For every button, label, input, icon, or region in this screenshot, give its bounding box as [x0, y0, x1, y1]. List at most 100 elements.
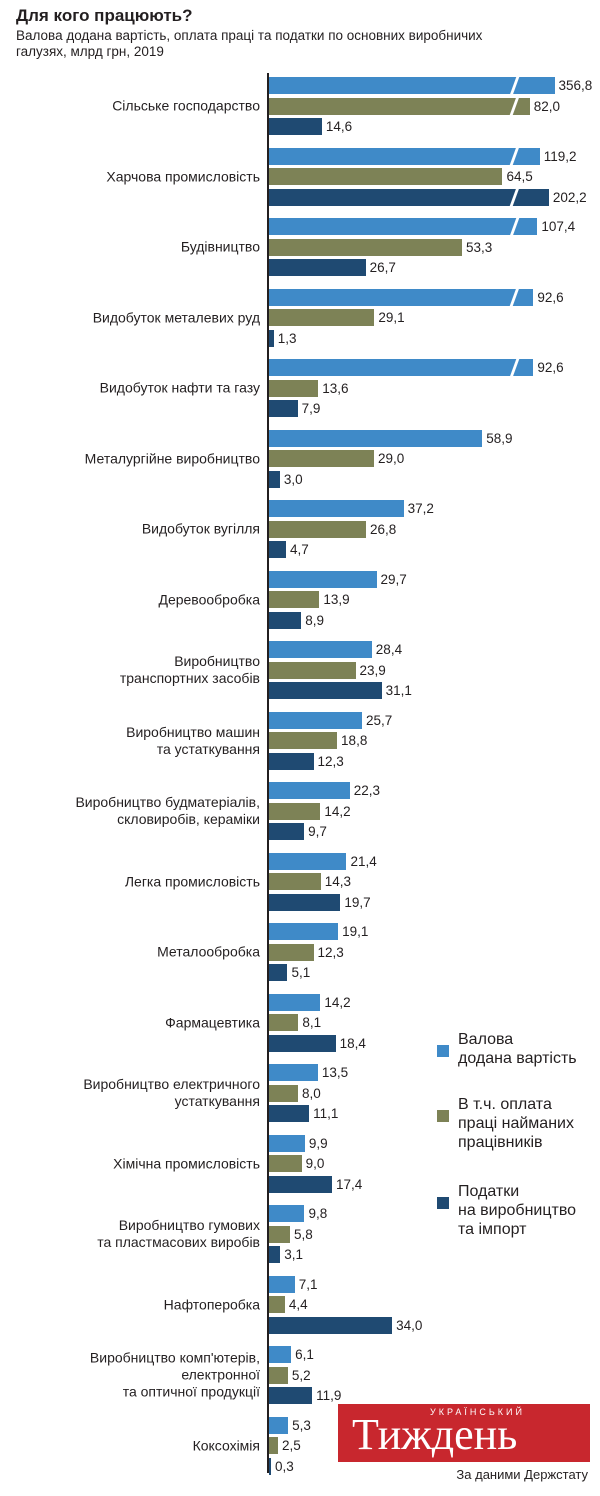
value-label: 53,3	[465, 239, 493, 255]
legend-swatch	[437, 1110, 449, 1122]
legend-label: В т.ч. оплата праці найманих працівників	[458, 1096, 574, 1151]
value-label: 14,2	[324, 994, 351, 1010]
bar	[269, 711, 363, 729]
category-label: Фармацевтика	[165, 1014, 260, 1030]
category-label: Харчова промисловість	[106, 168, 260, 184]
bar	[269, 1175, 332, 1193]
bar	[269, 1416, 289, 1434]
bar	[269, 429, 483, 447]
bar	[269, 97, 530, 115]
bar	[269, 823, 305, 840]
bar	[269, 1246, 281, 1263]
bar	[269, 782, 350, 799]
value-label: 31,1	[385, 683, 412, 698]
bar	[269, 1134, 305, 1152]
bar	[269, 591, 320, 608]
bar	[269, 1457, 271, 1475]
value-label: 8,1	[302, 1015, 322, 1030]
value-label: 22,3	[353, 783, 380, 798]
value-label: 3,0	[283, 471, 303, 487]
bar	[269, 923, 339, 940]
bar	[269, 943, 314, 961]
bar	[269, 1437, 279, 1454]
bar	[269, 1366, 288, 1384]
value-label: 37,2	[407, 501, 434, 516]
bar	[269, 450, 374, 467]
bar	[269, 732, 338, 749]
legend-swatch	[437, 1045, 449, 1057]
bar	[269, 611, 302, 629]
bar	[269, 752, 314, 770]
axis-line	[267, 73, 269, 1473]
value-label: 0,3	[275, 1458, 294, 1474]
category-label: Металообробка	[157, 943, 260, 960]
subtitle: Валова додана вартість, оплата праці та …	[16, 28, 483, 59]
value-label: 8,9	[305, 612, 324, 628]
category-label: Видобуток вугілля	[141, 520, 260, 537]
bar	[269, 1105, 310, 1122]
value-label: 5,3	[292, 1417, 311, 1433]
bar	[269, 259, 366, 276]
value-label: 34,0	[396, 1317, 423, 1333]
value-label: 18,4	[339, 1035, 366, 1051]
value-label: 29,1	[378, 310, 405, 325]
category-label: Сільське господарство	[112, 97, 260, 114]
bar	[269, 1014, 299, 1031]
bar	[269, 77, 555, 94]
value-label: 4,4	[288, 1297, 308, 1312]
bar	[269, 1034, 336, 1052]
value-label: 13,6	[322, 380, 349, 396]
bar	[269, 188, 549, 206]
value-label: 19,1	[342, 924, 369, 939]
legend-label: Валова додана вартість	[458, 1031, 577, 1067]
value-label: 64,5	[506, 169, 533, 184]
value-label: 356,8	[558, 78, 593, 93]
value-label: 9,9	[308, 1135, 328, 1151]
bar	[269, 288, 534, 306]
value-label: 19,7	[344, 894, 371, 910]
bar	[269, 541, 286, 558]
bar	[269, 1275, 295, 1293]
category-label: Виробництво комп'ютерів, електронної та …	[89, 1349, 260, 1400]
bar	[269, 893, 341, 911]
bar	[269, 359, 534, 376]
value-label: 5,2	[291, 1367, 311, 1383]
bar	[269, 964, 288, 981]
bar	[269, 1346, 292, 1363]
category-label: Деревообробка	[158, 591, 260, 607]
bar	[269, 118, 322, 135]
bar	[269, 873, 321, 890]
value-label: 21,4	[350, 853, 377, 869]
bar	[269, 168, 503, 185]
category-label: Хімічна промисловість	[113, 1155, 260, 1171]
value-label: 9,0	[305, 1156, 325, 1171]
value-label: 9,7	[308, 824, 327, 839]
value-label: 92,6	[537, 289, 564, 305]
value-label: 13,5	[321, 1065, 349, 1080]
value-label: 107,4	[541, 219, 576, 234]
bar	[269, 641, 372, 658]
value-label: 6,1	[295, 1347, 314, 1362]
category-label: Виробництво гумових та пластмасових виро…	[97, 1217, 260, 1250]
value-label: 14,3	[324, 874, 352, 889]
category-label: Виробництво транспортних засобів	[119, 653, 260, 686]
source: За даними Держстату	[456, 1467, 588, 1482]
bar	[269, 1205, 305, 1222]
value-label: 23,9	[359, 662, 386, 678]
title: Для кого працюють?	[16, 6, 193, 25]
bar	[269, 400, 298, 417]
value-label: 5,1	[291, 965, 311, 980]
bar	[269, 238, 462, 256]
bar	[269, 1387, 313, 1404]
value-label: 58,9	[486, 430, 513, 446]
logo-small: УКРАЇНСЬКИЙ	[430, 1407, 525, 1417]
value-label: 18,8	[341, 733, 368, 748]
bar	[269, 1064, 318, 1081]
value-label: 26,7	[369, 260, 396, 275]
value-label: 26,8	[370, 521, 397, 537]
category-label: Нафтоперобка	[163, 1296, 260, 1312]
category-label: Видобуток металевих руд	[92, 309, 260, 325]
value-label: 13,9	[323, 592, 350, 607]
category-label: Металургійне виробництво	[84, 450, 260, 466]
value-label: 29,7	[380, 571, 407, 587]
